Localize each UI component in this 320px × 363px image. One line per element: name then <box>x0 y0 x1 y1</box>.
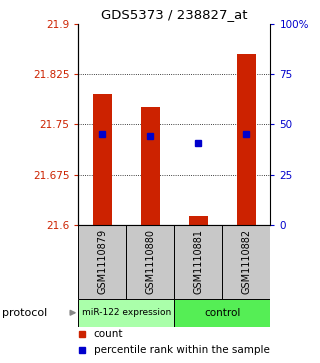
Text: control: control <box>204 308 241 318</box>
Bar <box>174 299 270 327</box>
Bar <box>93 94 112 225</box>
Text: percentile rank within the sample: percentile rank within the sample <box>94 345 270 355</box>
Text: protocol: protocol <box>2 308 47 318</box>
Bar <box>174 225 222 299</box>
Bar <box>141 107 159 225</box>
Bar <box>78 299 174 327</box>
Bar <box>78 225 126 299</box>
Bar <box>222 225 270 299</box>
Text: count: count <box>94 329 123 339</box>
Text: GSM1110882: GSM1110882 <box>241 229 252 294</box>
Bar <box>237 54 255 225</box>
Text: GSM1110879: GSM1110879 <box>97 229 108 294</box>
Bar <box>189 216 207 225</box>
Text: miR-122 expression: miR-122 expression <box>82 308 171 317</box>
Bar <box>126 225 174 299</box>
Text: GSM1110881: GSM1110881 <box>193 229 204 294</box>
Title: GDS5373 / 238827_at: GDS5373 / 238827_at <box>101 8 248 21</box>
Text: GSM1110880: GSM1110880 <box>145 229 156 294</box>
